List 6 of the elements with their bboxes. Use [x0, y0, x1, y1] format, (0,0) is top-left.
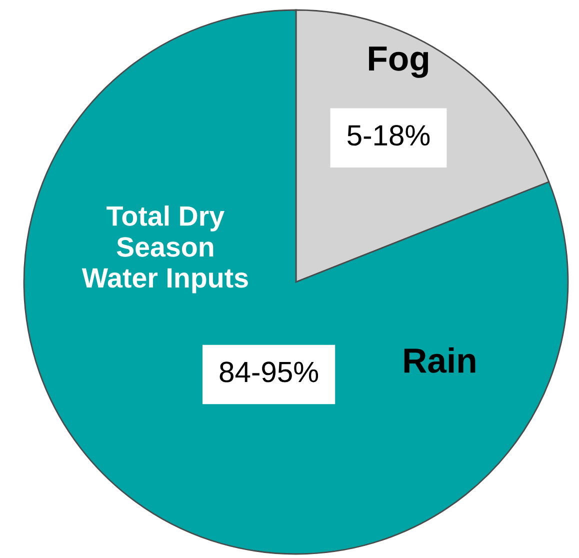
text: 84-95%: [220, 362, 318, 382]
text: 5-18%: [347, 125, 430, 146]
text: Total Dry Season Water Inputs: [82, 205, 248, 294]
slice-label: Fog: [369, 46, 428, 78]
slice-label: Rain: [404, 347, 476, 373]
pie-slice: [23, 9, 569, 555]
